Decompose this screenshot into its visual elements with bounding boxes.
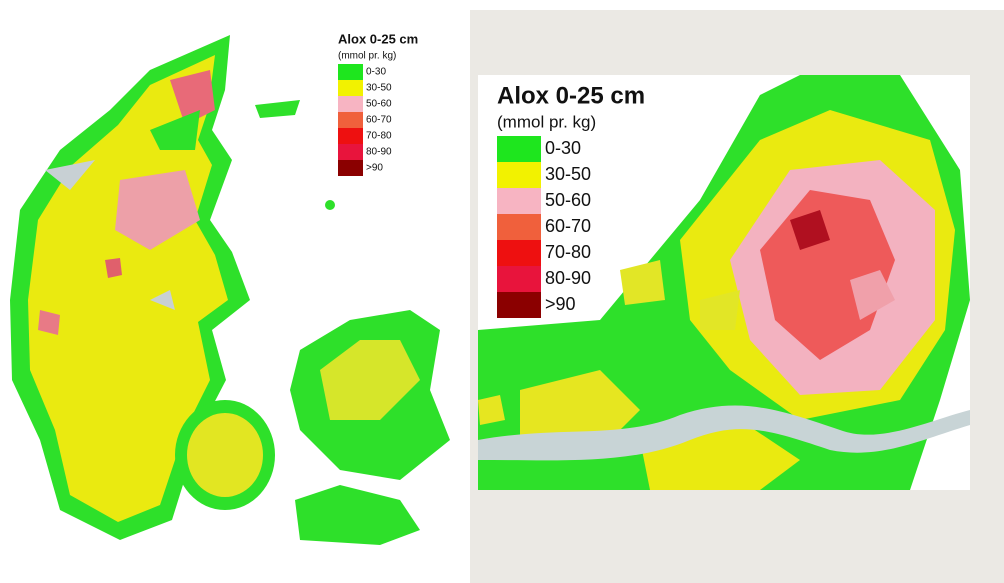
legend-label: >90 <box>366 163 383 174</box>
legend-swatch <box>338 128 363 144</box>
legend-label: 60-70 <box>366 115 392 126</box>
legend-swatch <box>338 112 363 128</box>
legend-swatch <box>497 266 541 292</box>
legend-label: 30-50 <box>366 83 392 94</box>
legend-swatch <box>338 96 363 112</box>
legend-label: 30-50 <box>545 164 591 184</box>
legend-label: 80-90 <box>545 268 591 288</box>
legend: Alox 0-25 cm (mmol pr. kg) 0-30 30-50 50-60 6… <box>497 82 645 318</box>
legend-title: Alox 0-25 cm <box>338 31 418 46</box>
legend-swatch <box>338 64 363 80</box>
legend-swatch <box>497 188 541 214</box>
legend-title: Alox 0-25 cm <box>497 82 645 109</box>
legend-swatch <box>497 162 541 188</box>
legend-unit: (mmol pr. kg) <box>338 51 396 62</box>
legend-label: >90 <box>545 294 576 314</box>
legend-swatch <box>338 160 363 176</box>
legend-swatch <box>497 292 541 318</box>
legend-swatch <box>497 240 541 266</box>
legend-label: 50-60 <box>545 190 591 210</box>
legend-label: 0-30 <box>545 138 581 158</box>
zoomed-map <box>478 75 970 490</box>
legend: Alox 0-25 cm (mmol pr. kg) 0-30 30-50 50-60 6… <box>338 31 418 176</box>
legend-label: 80-90 <box>366 147 392 158</box>
legend-label: 0-30 <box>366 67 386 78</box>
denmark-map <box>10 35 450 545</box>
legend-swatch <box>497 214 541 240</box>
legend-swatch <box>338 144 363 160</box>
legend-swatch <box>338 80 363 96</box>
legend-unit: (mmol pr. kg) <box>497 112 596 131</box>
legend-label: 70-80 <box>366 131 392 142</box>
legend-label: 50-60 <box>366 99 392 110</box>
legend-swatch <box>497 136 541 162</box>
legend-label: 70-80 <box>545 242 591 262</box>
legend-label: 60-70 <box>545 216 591 236</box>
